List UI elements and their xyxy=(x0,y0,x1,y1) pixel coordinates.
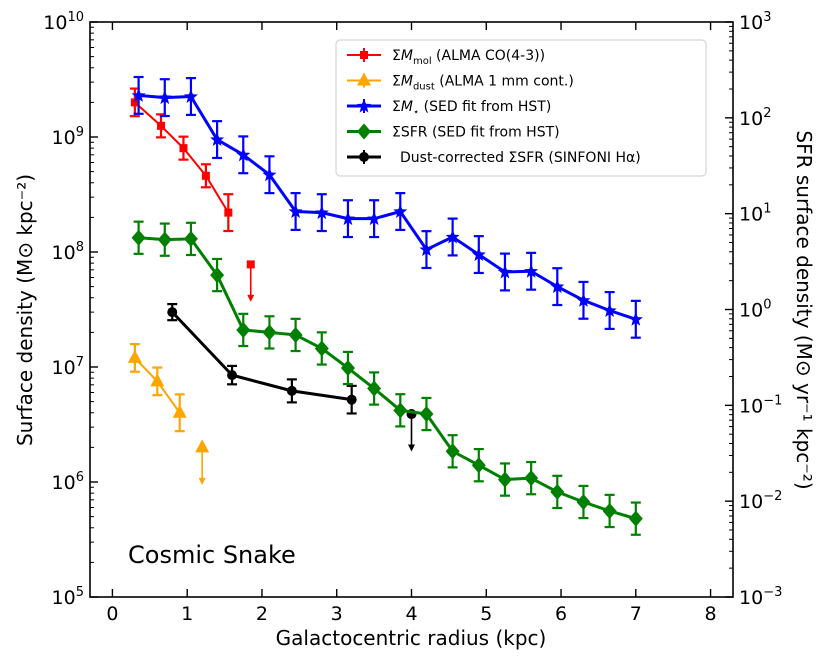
y-left-tick-label: 1010 xyxy=(43,10,84,34)
y-left-tick-label: 106 xyxy=(52,470,84,494)
sfr-point xyxy=(393,402,408,419)
y-right-tick-label: 10−2 xyxy=(739,489,782,513)
dust-point xyxy=(127,349,142,363)
series-star xyxy=(131,75,643,339)
legend-label: ΣM⋆ (SED fit from HST) xyxy=(392,99,551,118)
sfr-point xyxy=(262,324,277,341)
sfr-point xyxy=(602,502,617,519)
x-tick-label: 5 xyxy=(480,603,492,625)
sfr-point xyxy=(445,443,460,460)
series-mol xyxy=(129,87,255,302)
cosmic-snake-annotation: Cosmic Snake xyxy=(128,541,296,569)
sfr-point xyxy=(314,340,329,357)
legend-marker xyxy=(360,51,368,59)
sfr-point xyxy=(524,470,539,487)
legend-marker xyxy=(357,123,371,140)
y-left-tick-label: 107 xyxy=(52,355,84,379)
y-right-tick-label: 100 xyxy=(739,298,771,322)
legend: ΣMmol (ALMA CO(4-3)) ΣMdust (ALMA 1 mm co… xyxy=(335,39,707,177)
legend-label: ΣSFR (SED fit from HST) xyxy=(392,125,560,141)
mol-point xyxy=(157,121,166,130)
y-right-axis-ticks: 10−3 10−2 10−1 100 101 102 103 xyxy=(725,10,782,609)
x-axis-label: Galactocentric radius (kpc) xyxy=(276,626,547,650)
legend-item-dust: ΣMdust (ALMA 1 mm cont.) xyxy=(347,72,574,93)
series-sfr xyxy=(131,220,643,536)
mol-point xyxy=(130,98,139,107)
y-left-tick-label: 109 xyxy=(52,125,84,149)
ha-point xyxy=(346,394,357,405)
y-right-tick-label: 103 xyxy=(739,10,771,34)
dust-point xyxy=(172,404,187,418)
legend-item-mol: ΣMmol (ALMA CO(4-3)) xyxy=(347,48,545,67)
y-right-tick-label: 10−3 xyxy=(739,585,782,609)
dust-upper-limit-head xyxy=(198,477,206,485)
sfr-point xyxy=(288,326,303,343)
sfr-point xyxy=(340,360,355,377)
legend-label: Dust-corrected ΣSFR (SINFONI Hα) xyxy=(400,150,641,166)
ha-point xyxy=(227,370,238,381)
x-tick-label: 1 xyxy=(181,603,193,625)
mol-upper-limit-point xyxy=(246,260,255,269)
sfr-point xyxy=(471,457,486,474)
sfr-point xyxy=(628,510,643,527)
series-layer xyxy=(127,75,643,536)
sfr-point xyxy=(576,494,591,511)
legend-frame xyxy=(335,39,707,177)
sfr-point xyxy=(157,231,172,248)
series-dust xyxy=(127,342,210,485)
ha-upper-limit-head xyxy=(408,444,415,452)
sfr-point xyxy=(131,229,146,246)
series-ha xyxy=(167,302,417,452)
y-right-tick-label: 102 xyxy=(739,106,771,130)
y-right-axis-label: SFR surface density (M⊙ yr⁻¹ kpc⁻²) xyxy=(792,130,816,489)
legend-item-ha: Dust-corrected ΣSFR (SINFONI Hα) xyxy=(347,150,641,166)
x-axis-ticks: 0 1 2 3 4 5 6 7 8 xyxy=(106,22,717,625)
x-tick-label: 7 xyxy=(630,603,642,625)
y-right-tick-label: 101 xyxy=(739,202,771,226)
x-tick-label: 8 xyxy=(705,603,717,625)
star-line xyxy=(138,93,637,321)
x-tick-label: 6 xyxy=(555,603,567,625)
y-right-tick-label: 10−1 xyxy=(739,393,782,417)
mol-point xyxy=(179,144,188,153)
legend-marker xyxy=(359,152,369,162)
legend-item-sfr: ΣSFR (SED fit from HST) xyxy=(347,123,560,141)
ha-point xyxy=(286,385,297,396)
ha-line xyxy=(171,311,352,402)
sfr-point xyxy=(497,471,512,488)
sfr-point xyxy=(367,380,382,397)
legend-item-star: ΣM⋆ (SED fit from HST) xyxy=(347,99,551,118)
sfr-point xyxy=(550,483,565,500)
mol-point xyxy=(224,208,233,217)
x-tick-label: 4 xyxy=(405,603,417,625)
dust-upper-limit-point xyxy=(195,439,210,453)
x-tick-label: 3 xyxy=(331,603,343,625)
ha-point xyxy=(167,307,178,318)
legend-marker xyxy=(357,72,371,86)
y-left-tick-label: 105 xyxy=(52,585,84,609)
mol-upper-limit-head xyxy=(247,294,255,302)
legend-label: ΣMmol (ALMA CO(4-3)) xyxy=(392,48,545,67)
x-tick-label: 0 xyxy=(106,603,118,625)
mol-point xyxy=(201,171,210,180)
legend-label: ΣMdust (ALMA 1 mm cont.) xyxy=(392,74,574,93)
x-tick-label: 2 xyxy=(256,603,268,625)
sfr-point xyxy=(236,321,251,338)
dust-point xyxy=(150,373,165,387)
y-left-axis-ticks: 105 106 107 108 109 1010 xyxy=(43,10,98,609)
y-left-axis-label: Surface density (M⊙ kpc⁻²) xyxy=(13,174,37,446)
sfr-point xyxy=(210,267,225,284)
sfr-point xyxy=(183,230,198,247)
sfr-point xyxy=(419,406,434,423)
y-left-tick-label: 108 xyxy=(52,240,84,264)
